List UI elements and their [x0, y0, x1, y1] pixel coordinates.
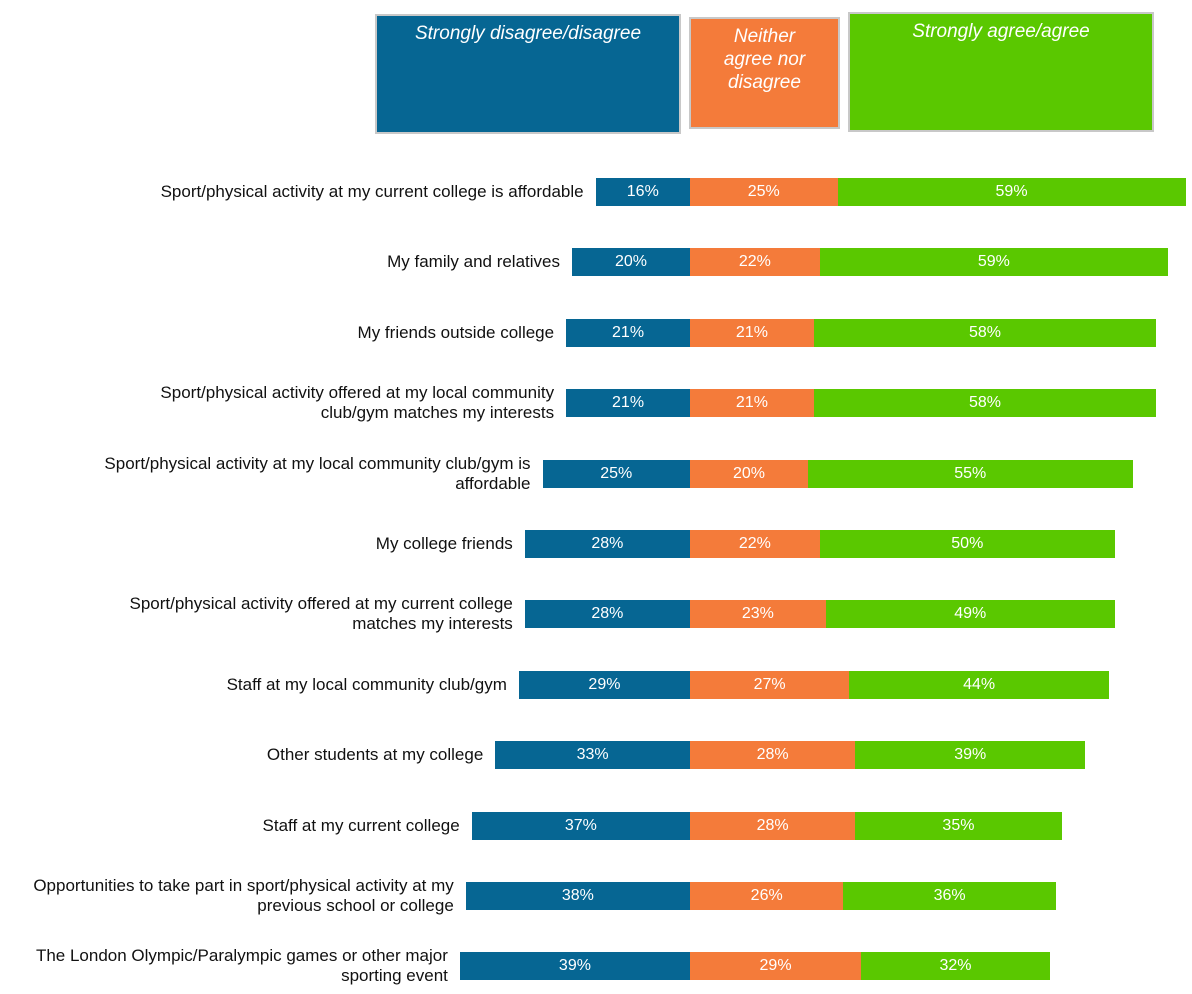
value-label: 49%: [954, 605, 987, 623]
legend-entry: Strongly agree/agree: [848, 12, 1154, 132]
bar-segment: 44%: [849, 670, 1109, 699]
bar-segment: 59%: [819, 248, 1168, 277]
category-label: Opportunities to take part in sport/phys…: [33, 876, 454, 915]
bar-segment: 36%: [843, 882, 1056, 910]
value-label: 25%: [600, 464, 633, 482]
bar-segment: 20%: [572, 248, 690, 277]
category-label: Sport/physical activity at my local comm…: [104, 453, 531, 493]
value-label: 25%: [747, 183, 780, 200]
bar-segment: 33%: [495, 741, 690, 770]
value-label: 50%: [951, 535, 984, 552]
category-label: Sport/physical activity offered at my lo…: [160, 383, 555, 423]
bar-segment: 22%: [690, 248, 820, 277]
value-label: 39%: [954, 746, 987, 764]
bar-segment: 27%: [690, 670, 850, 699]
bar-segment: 28%: [690, 811, 856, 840]
bar-segment: 39%: [855, 741, 1086, 770]
value-label: 26%: [750, 887, 783, 904]
value-label: 29%: [759, 957, 792, 975]
bar-segment: 22%: [690, 530, 820, 558]
value-label: 33%: [576, 746, 609, 764]
value-label: 27%: [753, 675, 786, 693]
value-label: 20%: [732, 464, 766, 482]
value-label: 35%: [942, 816, 975, 834]
bar-segment: 55%: [808, 459, 1133, 488]
bar-segment: 20%: [690, 459, 808, 488]
bar-segment: 49%: [825, 600, 1115, 629]
bar-segment: 37%: [471, 811, 690, 840]
value-label: 55%: [954, 464, 987, 482]
bar-segment: 50%: [819, 530, 1115, 558]
bar-segment: 29%: [518, 670, 690, 699]
bar-segment: 28%: [524, 530, 690, 558]
value-label: 21%: [612, 394, 645, 412]
bar-segment: 35%: [855, 811, 1062, 840]
value-label: 22%: [738, 535, 771, 552]
bar-segment: 29%: [690, 952, 862, 981]
value-label: 59%: [995, 183, 1028, 200]
bar-segment: 21%: [566, 389, 690, 418]
value-label: 37%: [564, 816, 597, 834]
bar-segment: 21%: [690, 389, 814, 418]
value-label: 28%: [591, 535, 624, 552]
legend-entry: Strongly disagree/disagree: [375, 14, 681, 134]
category-label: Sport/physical activity at my current co…: [160, 182, 584, 201]
bar-segment: 58%: [813, 318, 1157, 347]
value-label: 20%: [614, 253, 648, 271]
category-label: The London Olympic/Paralympic games or o…: [35, 946, 448, 986]
value-label: 29%: [588, 675, 621, 693]
value-label: 58%: [968, 323, 1001, 341]
bar-segment: 23%: [690, 600, 826, 629]
value-label: 21%: [735, 394, 768, 412]
bar-segment: 25%: [690, 178, 838, 206]
value-label: 39%: [558, 957, 591, 975]
value-label: 21%: [612, 323, 645, 341]
bar-segment: 21%: [566, 318, 690, 347]
bar-segment: 39%: [459, 952, 690, 981]
category-label: My friends outside college: [357, 322, 555, 342]
value-label: 22%: [738, 253, 771, 271]
category-label: Other students at my college: [266, 745, 484, 765]
category-label: Staff at my local community club/gym: [226, 674, 507, 694]
bar-segment: 59%: [837, 178, 1186, 206]
legend-entry: Neither agree nor disagree: [689, 17, 840, 129]
value-label: 38%: [561, 887, 594, 904]
category-label: Staff at my current college: [262, 815, 460, 835]
bar-segment: 26%: [690, 882, 844, 910]
bar-segment: 28%: [690, 741, 856, 770]
value-label: 28%: [756, 746, 789, 764]
bar-segment: 25%: [542, 459, 690, 488]
value-label: 23%: [741, 605, 774, 623]
value-label: 59%: [977, 253, 1010, 271]
category-label: My family and relatives: [387, 252, 560, 272]
category-label: My college friends: [375, 534, 513, 553]
value-label: 28%: [591, 605, 624, 623]
bar-segment: 38%: [465, 882, 690, 910]
value-label: 21%: [735, 323, 768, 341]
value-label: 58%: [968, 394, 1001, 412]
bar-segment: 21%: [690, 318, 814, 347]
value-label: 44%: [963, 675, 996, 693]
bar-segment: 16%: [595, 178, 690, 206]
bar-segment: 32%: [861, 952, 1050, 981]
value-label: 32%: [939, 957, 972, 975]
value-label: 36%: [933, 887, 966, 904]
bar-segment: 58%: [813, 389, 1157, 418]
bar-segment: 28%: [524, 600, 690, 629]
category-label: Sport/physical activity offered at my cu…: [129, 594, 513, 634]
value-label: 28%: [756, 816, 789, 834]
value-label: 16%: [626, 183, 659, 200]
